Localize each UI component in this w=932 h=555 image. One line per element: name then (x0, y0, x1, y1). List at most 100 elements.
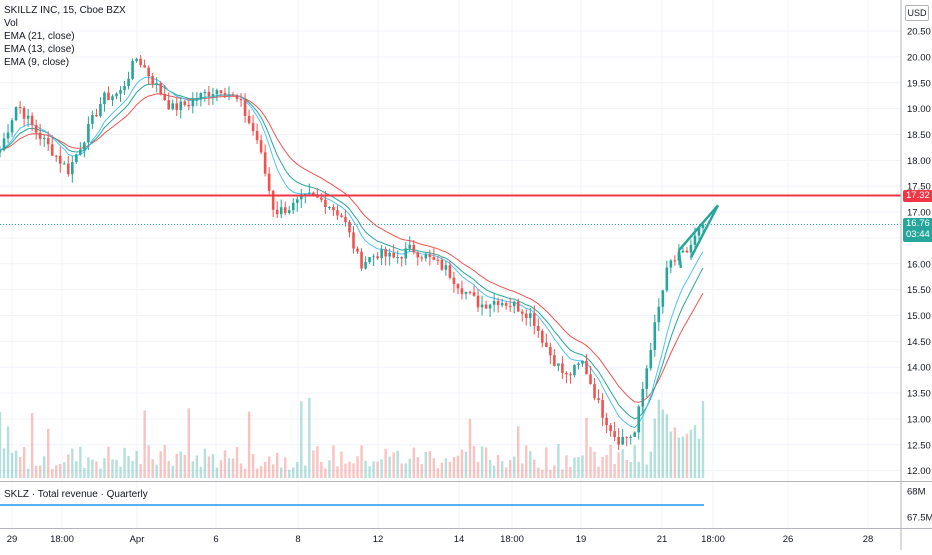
volume-bar (255, 468, 259, 478)
volume-bar (444, 458, 448, 478)
volume-bar (597, 466, 600, 478)
candle-body (589, 374, 592, 385)
time-tick-label: 14 (454, 534, 465, 545)
currency-button[interactable]: USD (905, 5, 929, 21)
volume-bar (151, 459, 154, 478)
volume-bar (320, 461, 323, 478)
candle-body (404, 248, 408, 259)
volume-bar (183, 454, 186, 478)
volume-bar (388, 456, 391, 478)
candle-body (472, 292, 476, 296)
volume-bar (657, 399, 661, 478)
candle-body (111, 96, 114, 101)
volume-bar (304, 465, 307, 478)
volume-bar (589, 447, 592, 478)
candle-body (629, 436, 632, 438)
volume-bar (167, 460, 170, 478)
legend-ema13[interactable]: EMA (13, close) (4, 44, 75, 55)
candle-body (440, 259, 444, 270)
volume-bar (127, 456, 130, 478)
volume-bar (75, 461, 78, 478)
candle-body (549, 346, 552, 356)
volume-bar (38, 465, 42, 478)
wedge-base-line[interactable] (677, 250, 683, 269)
volume-bar (689, 429, 693, 478)
volume-bar (673, 427, 677, 478)
volume-bar (484, 447, 488, 478)
candle-body (593, 384, 596, 399)
candle-body (516, 301, 520, 312)
legend-ema9[interactable]: EMA (9, close) (4, 57, 70, 68)
candle-body (653, 322, 657, 350)
time-tick-label: 12 (373, 534, 384, 545)
candle-body (637, 406, 641, 433)
volume-bar (26, 468, 30, 478)
candle-body (553, 355, 556, 366)
candle-body (464, 291, 468, 294)
volume-bar (316, 446, 319, 478)
volume-bar (428, 451, 432, 478)
candle-body (287, 210, 291, 213)
candle-body (448, 265, 452, 278)
resistance-price-tag: 17.32 (903, 189, 932, 202)
volume-bar (665, 414, 669, 478)
volume-bar (91, 459, 94, 478)
candle-body (512, 301, 516, 307)
volume-bar (468, 418, 472, 478)
legend-volume[interactable]: Vol (4, 18, 18, 29)
volume-bar (677, 437, 681, 478)
price-tick-label: 12.00 (907, 466, 931, 477)
volume-bar (71, 448, 74, 478)
candle-body (263, 152, 267, 174)
candle-body (312, 192, 315, 196)
volume-bar (585, 417, 588, 478)
volume-bar (553, 465, 556, 478)
volume-bar (637, 461, 640, 478)
volume-bar (464, 451, 468, 478)
candle-body (203, 91, 207, 94)
volume-bar (545, 447, 548, 478)
volume-bar (609, 444, 612, 478)
volume-bar (581, 455, 584, 478)
time-tick-label: 21 (657, 534, 668, 545)
volume-bar (360, 445, 363, 478)
candle-body (412, 244, 416, 253)
candle-body (187, 104, 191, 107)
candle-body (22, 107, 26, 119)
legend-symbol[interactable]: SKILLZ INC, 15, Cboe BZX (4, 5, 126, 16)
wedge-upper-line[interactable] (677, 204, 719, 252)
volume-bar (529, 451, 532, 478)
volume-bar (693, 425, 697, 478)
candle-body (528, 313, 532, 318)
volume-bar (372, 461, 375, 478)
volume-bar (0, 411, 2, 478)
candle-body (155, 83, 158, 85)
volume-bar (14, 450, 18, 478)
wedge-lower-line[interactable] (689, 204, 720, 259)
volume-bar (59, 463, 62, 478)
time-tick-label: 18:00 (500, 534, 524, 545)
candle-body (328, 206, 331, 208)
candle-body (215, 90, 219, 95)
volume-bar (223, 450, 227, 478)
volume-bar (30, 413, 34, 478)
volume-bar (47, 429, 50, 478)
volume-bar (392, 452, 395, 478)
volume-bar (396, 450, 399, 478)
volume-bar (653, 418, 656, 478)
volume-bar (456, 455, 460, 478)
candle-body (701, 224, 705, 228)
candle-body (432, 257, 436, 260)
candle-body (625, 436, 628, 438)
volume-bar (380, 459, 383, 478)
volume-bar (135, 450, 138, 478)
candle-body (79, 149, 82, 155)
candle-body (597, 398, 600, 400)
legend-ema21[interactable]: EMA (21, close) (4, 31, 75, 42)
candle-body (267, 173, 271, 191)
price-tick-label: 16.00 (907, 259, 931, 270)
volume-bar (661, 409, 665, 478)
revenue-panel-title[interactable]: SKLZ · Total revenue · Quarterly (4, 489, 148, 500)
volume-bar (175, 453, 178, 478)
